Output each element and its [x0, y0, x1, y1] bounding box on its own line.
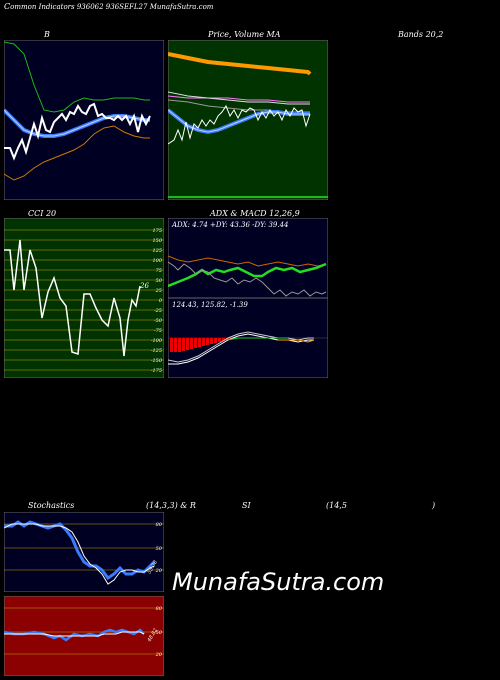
rsi-close-label: ) [432, 501, 436, 510]
cci-tick: 125 [152, 248, 162, 254]
bollinger-lower-band [4, 125, 150, 181]
cci-value-label: 26 [139, 282, 149, 290]
cci-tick: -25 [154, 308, 162, 314]
stoch-rsi-label: SI [242, 501, 251, 510]
stoch-tick: 20 [155, 568, 163, 574]
stoch-ticks: 80 50 20 [155, 522, 163, 574]
stoch-d-line [4, 523, 155, 585]
cci-tick: 50 [156, 278, 163, 284]
cci-tick: -75 [154, 328, 162, 334]
price-ma-long [168, 52, 312, 76]
macd-green-line [227, 337, 288, 341]
bollinger-price [4, 102, 151, 161]
bollinger-middle-highlight [4, 109, 150, 137]
rsi-ticks: 80 50 20 [155, 606, 163, 658]
cci-tick: 100 [152, 258, 162, 264]
cci-tick: -50 [154, 318, 163, 324]
adx-chart: ADX: 4.74 +DY: 43.36 -DY: 39.44 [168, 218, 328, 298]
adx-macd-label: ADX & MACD 12,26,9 [210, 209, 300, 218]
cci-tick: -125 [151, 348, 162, 354]
cci-tick: -175 [151, 368, 162, 374]
macd-readout: 124.43, 125.82, -1.39 [172, 301, 248, 309]
stoch-tick: 80 [156, 522, 163, 528]
rsi-params-label: (14,5 [326, 501, 347, 510]
macd-orange-line [278, 339, 315, 343]
macd-chart: 124.43, 125.82, -1.39 [168, 298, 328, 378]
price-line [168, 104, 311, 145]
cci-chart: 175 150 125 100 75 50 25 0 -25 -50 -75 -… [4, 218, 164, 378]
bands-label: Bands 20,2 [398, 30, 444, 39]
cci-ticks: 175 150 125 100 75 50 25 0 -25 -50 -75 -… [151, 228, 163, 374]
cci-tick: 25 [155, 288, 162, 294]
stochastics-chart: 80 50 20 55.38 [4, 512, 164, 592]
bollinger-chart [4, 40, 164, 200]
cci-tick: -100 [151, 338, 163, 344]
cci-tick: -150 [151, 358, 163, 364]
cci-tick: 150 [152, 238, 162, 244]
stoch-tick: 50 [156, 546, 163, 552]
cci-tick: 75 [156, 268, 162, 274]
cci-label: CCI 20 [28, 209, 57, 218]
adx-line [168, 255, 327, 267]
stoch-k-line [4, 520, 156, 581]
minus-di-line [168, 261, 327, 297]
macd-line [168, 333, 314, 365]
macd-signal-line [168, 331, 314, 363]
bollinger-upper-band [4, 41, 150, 113]
rsi-signal-line [4, 631, 145, 637]
adx-readout: ADX: 4.74 +DY: 43.36 -DY: 39.44 [171, 221, 288, 229]
macd-histogram [170, 338, 233, 352]
cci-tick: 0 [159, 298, 163, 304]
cci-tick: 175 [152, 228, 162, 234]
rsi-tick: 50 [156, 630, 163, 636]
price-ma-mid-pink [168, 95, 310, 103]
title-prefix: C [4, 2, 11, 11]
title-text: ommon Indicators 936062 936SEFL27 Munafa… [10, 3, 214, 11]
stoch-bg [4, 512, 164, 592]
watermark: MunafaSutra.com [172, 568, 385, 596]
adx-bg [168, 218, 328, 298]
bollinger-label: B [44, 30, 50, 39]
price-volume-label: Price, Volume MA [208, 30, 281, 39]
rsi-tick: 80 [156, 606, 163, 612]
stoch-params-label: (14,3,3) & R [146, 501, 196, 510]
cci-line [4, 239, 141, 357]
page-title: Common Indicators 936062 936SEFL27 Munaf… [4, 2, 213, 11]
price-volume-chart [168, 40, 328, 200]
rsi-chart: 80 50 20 48.82 [4, 596, 164, 676]
stoch-label: Stochastics [28, 501, 75, 510]
rsi-tick: 20 [155, 652, 163, 658]
price-ma-mid-white [168, 91, 310, 105]
